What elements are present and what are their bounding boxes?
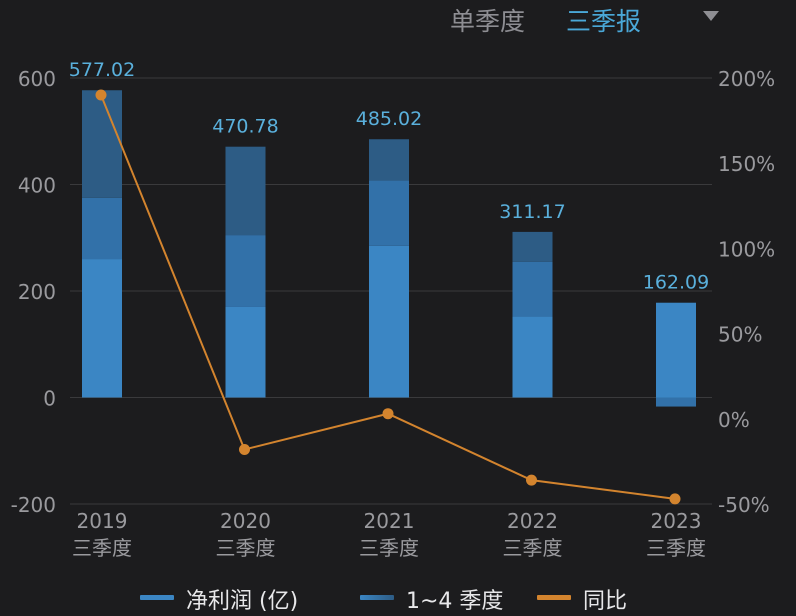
yoy-point xyxy=(669,493,681,505)
bar-segment xyxy=(225,306,266,398)
y-tick-label-left: 400 xyxy=(18,174,56,198)
y-tick-label-right: 200% xyxy=(718,67,775,91)
x-tick-label: 2019 xyxy=(77,509,128,533)
bar-value-label: 470.78 xyxy=(212,116,278,138)
bar-segment xyxy=(512,261,553,317)
bar-value-label: 577.02 xyxy=(69,59,135,81)
caret-down-icon xyxy=(703,11,719,21)
bar-value-label: 162.09 xyxy=(643,272,709,294)
chart-canvas: 600 400 200 0 -200 200% 150% 100% 50% 0% -50% 577.0… xyxy=(11,59,776,560)
bar-segment xyxy=(656,397,696,407)
bar-segment xyxy=(369,139,409,181)
legend-label: 净利润 (亿) xyxy=(186,589,299,614)
x-tick-label: 2021 xyxy=(364,509,415,533)
x-tick-label: 三季度 xyxy=(646,536,706,560)
x-tick-label: 2020 xyxy=(220,509,271,533)
yoy-point xyxy=(526,474,537,486)
legend-swatch-gradient xyxy=(360,595,394,600)
bar-segment xyxy=(225,146,266,236)
bar-segment xyxy=(82,197,122,260)
y-tick-label-left: 0 xyxy=(43,387,56,411)
yoy-point xyxy=(239,443,250,455)
y-tick-label-left: -200 xyxy=(11,493,56,517)
bar-segment xyxy=(369,180,409,246)
period-label: 三季报 xyxy=(566,7,642,36)
bar-segment xyxy=(512,231,553,262)
legend: 净利润 (亿) 1~4 季度 同比 xyxy=(0,578,796,616)
yoy-point xyxy=(95,89,107,101)
x-tick-label: 三季度 xyxy=(72,536,132,560)
y-tick-label-left: 200 xyxy=(18,280,56,304)
y-tick-label-right: 150% xyxy=(718,152,775,176)
bar-segment xyxy=(369,245,409,398)
y-tick-label-left: 600 xyxy=(18,67,56,91)
yoy-point xyxy=(382,408,394,420)
x-tick-label: 三季度 xyxy=(359,536,419,560)
legend-swatch-line xyxy=(537,595,571,600)
chart-header: 单季度 三季报 xyxy=(0,0,796,40)
y-tick-label-right: 50% xyxy=(718,323,762,347)
x-tick-label: 三季度 xyxy=(503,536,563,560)
mode-label[interactable]: 单季度 xyxy=(450,7,526,36)
bar-segment xyxy=(225,235,266,307)
y-tick-label-right: -50% xyxy=(718,493,770,517)
y-tick-label-right: 100% xyxy=(718,237,775,261)
x-tick-label: 三季度 xyxy=(216,536,276,560)
bar-segment xyxy=(656,302,696,398)
bar-segment xyxy=(82,259,122,398)
legend-label: 同比 xyxy=(583,589,628,614)
legend-swatch-bar xyxy=(140,595,174,600)
x-tick-label: 2023 xyxy=(651,509,702,533)
bar-segment xyxy=(82,90,122,198)
bar-value-label: 485.02 xyxy=(356,108,422,130)
y-tick-label-right: 0% xyxy=(718,408,750,432)
x-tick-label: 2022 xyxy=(507,509,558,533)
period-select[interactable]: 三季报 xyxy=(566,0,726,36)
bar-segment xyxy=(512,316,553,398)
bar-value-label: 311.17 xyxy=(499,201,565,223)
legend-label: 1~4 季度 xyxy=(406,589,504,614)
